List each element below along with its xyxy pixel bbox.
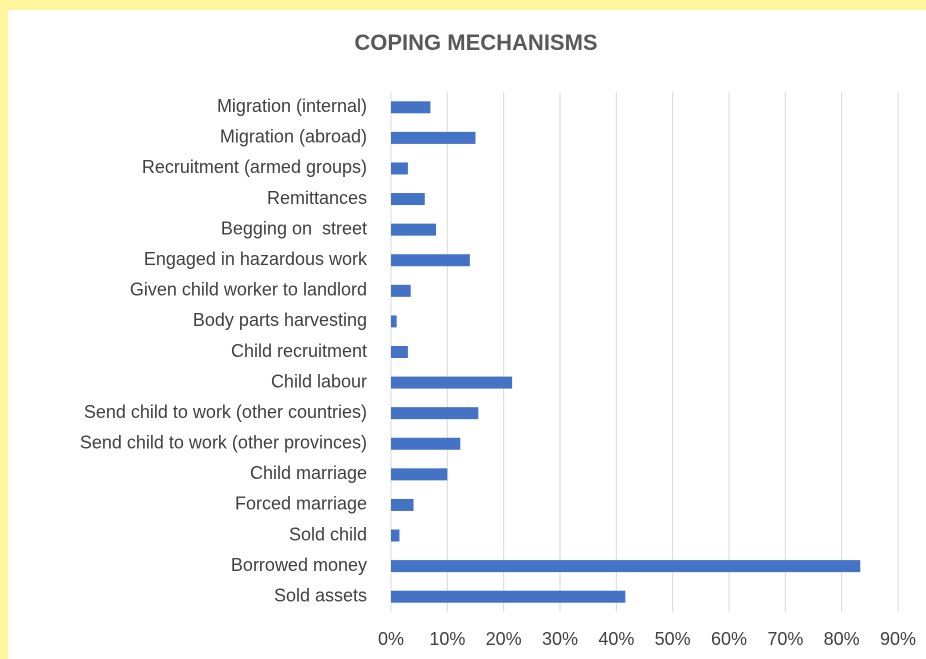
bar bbox=[391, 223, 437, 236]
y-tick-label: Sold child bbox=[289, 524, 367, 544]
bar bbox=[391, 254, 470, 267]
y-tick-label: Forced marriage bbox=[235, 494, 367, 514]
bar bbox=[391, 131, 476, 144]
bar bbox=[391, 193, 425, 206]
y-tick-label: Child marriage bbox=[250, 463, 367, 483]
bar bbox=[391, 101, 431, 114]
y-tick-label: Recruitment (armed groups) bbox=[142, 157, 367, 177]
y-tick-label: Body parts harvesting bbox=[193, 310, 367, 330]
chart-area bbox=[8, 10, 926, 659]
bar bbox=[391, 284, 411, 297]
bar bbox=[391, 529, 400, 542]
y-tick-label: Send child to work (other provinces) bbox=[80, 433, 367, 453]
x-tick-label: 40% bbox=[598, 629, 634, 649]
y-tick-label: Sold assets bbox=[274, 585, 367, 605]
chart-title: COPING MECHANISMS bbox=[354, 30, 597, 55]
y-tick-label: Begging on street bbox=[221, 218, 367, 238]
x-tick-label: 20% bbox=[486, 629, 522, 649]
x-tick-label: 30% bbox=[542, 629, 578, 649]
x-tick-label: 90% bbox=[880, 629, 916, 649]
bar bbox=[391, 560, 861, 573]
x-tick-label: 70% bbox=[767, 629, 803, 649]
x-tick-label: 10% bbox=[429, 629, 465, 649]
x-tick-label: 60% bbox=[711, 629, 747, 649]
y-tick-label: Migration (internal) bbox=[217, 96, 367, 116]
y-tick-label: Remittances bbox=[267, 188, 367, 208]
bar bbox=[391, 376, 513, 389]
y-tick-label: Given child worker to landlord bbox=[130, 280, 367, 300]
y-tick-label: Child labour bbox=[271, 371, 367, 391]
x-tick-label: 0% bbox=[378, 629, 404, 649]
bar bbox=[391, 437, 461, 450]
y-tick-label: Send child to work (other countries) bbox=[84, 402, 367, 422]
y-tick-label: Child recruitment bbox=[231, 341, 367, 361]
bar bbox=[391, 498, 414, 511]
bar bbox=[391, 162, 408, 175]
bar bbox=[391, 468, 448, 481]
bar bbox=[391, 315, 397, 328]
bar bbox=[391, 346, 408, 358]
y-tick-label: Migration (abroad) bbox=[220, 127, 367, 147]
x-tick-label: 80% bbox=[824, 629, 860, 649]
x-tick-label: 50% bbox=[655, 629, 691, 649]
y-tick-label: Engaged in hazardous work bbox=[144, 249, 368, 269]
y-tick-label: Borrowed money bbox=[231, 555, 367, 575]
bar bbox=[391, 407, 479, 420]
bar bbox=[391, 590, 626, 603]
